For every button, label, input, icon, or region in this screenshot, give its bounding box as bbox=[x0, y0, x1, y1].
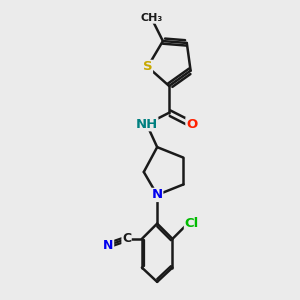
Text: S: S bbox=[143, 60, 152, 74]
Text: O: O bbox=[186, 118, 197, 131]
Text: C: C bbox=[122, 232, 131, 245]
Text: N: N bbox=[103, 238, 114, 252]
Text: N: N bbox=[152, 188, 163, 201]
Text: CH₃: CH₃ bbox=[140, 13, 163, 23]
Text: Cl: Cl bbox=[184, 217, 199, 230]
Text: NH: NH bbox=[136, 118, 158, 131]
